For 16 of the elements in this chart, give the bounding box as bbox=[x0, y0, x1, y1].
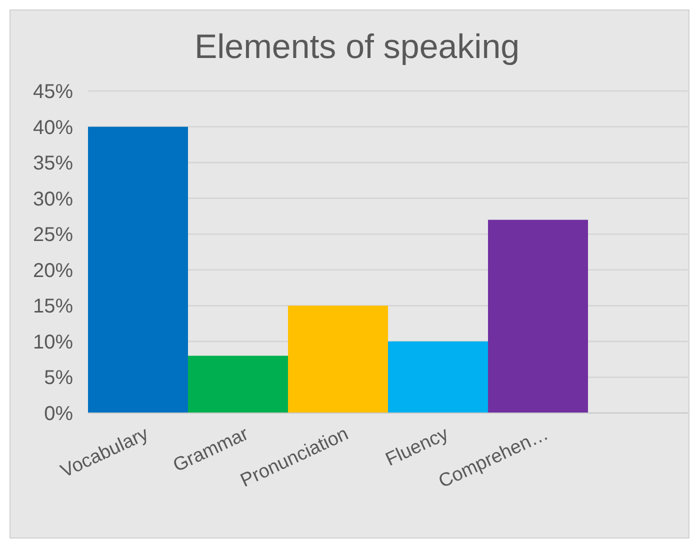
bar bbox=[88, 126, 188, 413]
y-tick-label: 30% bbox=[32, 188, 74, 210]
y-tick-label: 5% bbox=[44, 367, 74, 390]
chart-title: Elements of speaking bbox=[194, 28, 520, 66]
y-tick-label: 10% bbox=[32, 331, 74, 354]
bar bbox=[188, 356, 288, 413]
y-tick-label: 25% bbox=[32, 224, 74, 246]
y-tick-label: 15% bbox=[32, 296, 74, 318]
y-tick-label: 0% bbox=[44, 403, 74, 425]
y-tick-label: 35% bbox=[32, 152, 74, 175]
bar bbox=[288, 306, 388, 413]
y-tick-label: 45% bbox=[32, 81, 74, 103]
y-tick-label: 40% bbox=[32, 116, 74, 139]
bar bbox=[488, 220, 588, 413]
bar bbox=[388, 341, 488, 413]
y-tick-label: 20% bbox=[32, 260, 74, 282]
